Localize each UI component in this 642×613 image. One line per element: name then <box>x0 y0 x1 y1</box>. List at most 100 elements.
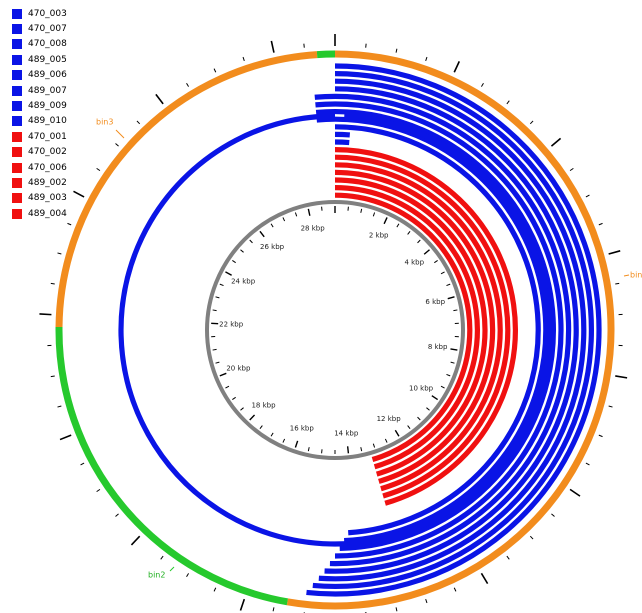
outer-tick <box>550 137 562 147</box>
axis-label: 18 kbp <box>251 402 276 410</box>
axis-tick <box>440 385 445 389</box>
outer-tick <box>213 68 217 73</box>
axis-tick <box>240 249 244 253</box>
track-arc <box>324 86 579 574</box>
track-arc <box>312 71 594 589</box>
bin-leader-line <box>115 129 125 139</box>
outer-tick <box>160 555 164 560</box>
axis-label: 20 kbp <box>226 364 251 372</box>
bin-label: bin <box>630 271 642 280</box>
outer-tick <box>395 48 398 53</box>
outer-tick <box>585 194 590 198</box>
legend-swatch <box>12 116 22 127</box>
outer-tick <box>73 190 85 198</box>
outer-tick <box>585 462 590 466</box>
axis-tick <box>407 425 411 430</box>
axis-label: 28 kbp <box>301 224 326 232</box>
axis-tick <box>294 212 298 217</box>
axis-tick <box>372 212 376 217</box>
legend-label: 470_007 <box>28 24 67 35</box>
axis-tick <box>394 429 400 437</box>
outer-tick <box>96 488 101 493</box>
axis-tick <box>417 416 421 421</box>
outer-tick <box>57 405 62 408</box>
axis-tick <box>417 239 421 244</box>
outer-tick <box>67 222 72 226</box>
bin-arc <box>286 50 615 610</box>
axis-tick <box>426 407 430 411</box>
outer-tick <box>239 598 246 611</box>
axis-label: 26 kbp <box>260 243 285 251</box>
outer-tick <box>506 100 510 105</box>
outer-tick <box>57 252 62 255</box>
axis-tick <box>383 217 388 225</box>
outer-tick <box>480 82 484 87</box>
legend-label: 470_008 <box>28 39 67 50</box>
outer-tick <box>529 535 534 540</box>
outer-tick <box>80 462 85 466</box>
outer-tick <box>213 587 217 592</box>
legend-item: 489_006 <box>12 68 67 83</box>
legend-item: 470_008 <box>12 37 67 52</box>
outer-tick <box>569 488 581 497</box>
outer-tick <box>529 120 534 125</box>
axis-tick <box>384 438 388 443</box>
legend-item: 489_010 <box>12 114 67 129</box>
legend-swatch <box>12 8 22 19</box>
track-arc <box>334 154 511 499</box>
axis-label: 12 kbp <box>377 415 402 423</box>
outer-tick <box>598 222 603 226</box>
axis-label: 6 kbp <box>425 298 445 306</box>
axis-label: 16 kbp <box>290 425 315 433</box>
legend-item: 470_003 <box>12 6 67 21</box>
legend-swatch <box>12 54 22 65</box>
legend-label: 489_004 <box>28 208 67 219</box>
bin-leader-line <box>169 566 175 572</box>
legend-label: 489_010 <box>28 116 67 127</box>
legend-label: 470_001 <box>28 131 67 142</box>
legend-item: 489_007 <box>12 83 67 98</box>
legend-swatch <box>12 39 22 50</box>
outer-tick <box>425 598 428 604</box>
axis-tick <box>270 432 274 437</box>
axis-label: 8 kbp <box>428 343 448 351</box>
outer-tick <box>506 555 510 560</box>
bin-leader-line <box>623 274 630 277</box>
axis-label: 14 kbp <box>334 429 359 437</box>
axis-tick <box>360 208 363 213</box>
tracks <box>118 63 602 597</box>
bin-label: bin2 <box>148 571 165 580</box>
axis-tick <box>232 396 236 401</box>
outer-tick <box>425 56 428 62</box>
axis-tick <box>440 271 445 275</box>
outer-tick <box>115 513 119 517</box>
axis-tick <box>447 296 455 300</box>
axis-tick <box>240 407 244 411</box>
axis-tick <box>219 372 227 377</box>
axis-tick <box>431 395 439 401</box>
track-arc <box>306 63 602 597</box>
axis-tick <box>407 230 411 235</box>
legend-item: 489_002 <box>12 175 67 190</box>
axis-label: 2 kbp <box>369 232 389 240</box>
legend-label: 489_009 <box>28 101 67 112</box>
outer-tick <box>598 434 603 438</box>
axis-tick <box>453 309 458 312</box>
track-arc <box>334 162 503 492</box>
outer-tick <box>50 375 55 378</box>
legend-item: 489_005 <box>12 52 67 67</box>
track-arc <box>316 116 549 544</box>
legend-item: 470_001 <box>12 129 67 144</box>
legend-item: 489_009 <box>12 98 67 113</box>
outer-tick <box>615 282 620 285</box>
axis-tick <box>450 361 455 364</box>
track-arc <box>314 93 572 567</box>
track-arc-full <box>118 113 552 547</box>
axis-tick <box>446 373 451 377</box>
outer-tick <box>136 120 141 125</box>
outer-tick <box>115 143 119 147</box>
axis-tick <box>232 259 236 264</box>
outer-tick <box>272 607 275 612</box>
axis-label: 4 kbp <box>404 259 424 267</box>
legend-swatch <box>12 208 22 219</box>
